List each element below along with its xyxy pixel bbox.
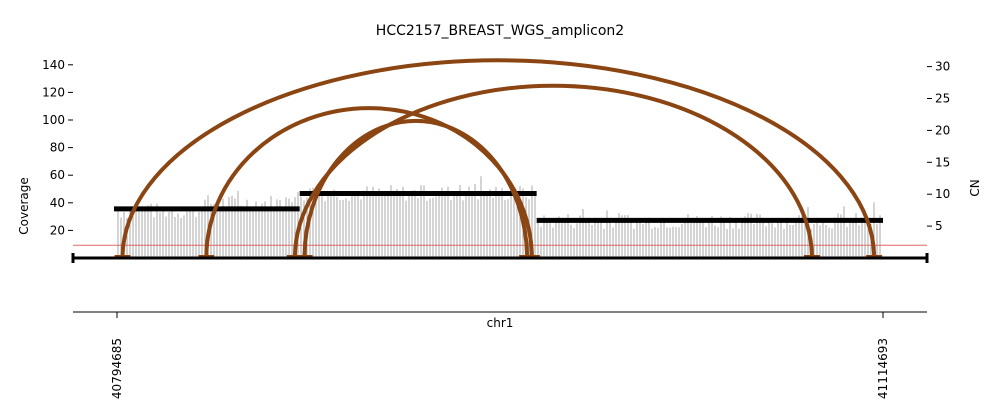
cn-axis-label: CN bbox=[968, 179, 982, 196]
cn-tick-label: 25 bbox=[935, 92, 950, 106]
cn-tick-label: 10 bbox=[935, 187, 950, 201]
coverage-tick-label: 80 bbox=[50, 141, 65, 155]
coverage-tick-label: 140 bbox=[42, 58, 65, 72]
copy-number-segments bbox=[114, 191, 883, 223]
breakpoint-arc bbox=[120, 58, 877, 259]
coverage-axis-ticks: 20 40 60 80 100 120 140 bbox=[42, 58, 73, 237]
cn-tick-label: 15 bbox=[935, 155, 950, 169]
chart-title: HCC2157_BREAST_WGS_amplicon2 bbox=[376, 23, 624, 39]
x-tick-label: 41114693 bbox=[876, 338, 890, 399]
coverage-bars bbox=[117, 176, 881, 258]
breakpoint-arc bbox=[302, 119, 530, 259]
coverage-tick-label: 20 bbox=[50, 223, 65, 237]
coverage-axis-label: Coverage bbox=[17, 177, 31, 235]
breakpoint-arcs bbox=[114, 58, 883, 259]
breakpoint-arc bbox=[204, 106, 534, 259]
coverage-tick-label: 60 bbox=[50, 168, 65, 182]
cn-tick-label: 5 bbox=[935, 219, 943, 233]
cn-tick-label: 20 bbox=[935, 123, 950, 137]
coverage-tick-label: 100 bbox=[42, 113, 65, 127]
x-axis-ticks: 40794685 41114693 bbox=[110, 312, 890, 399]
x-tick-label: 40794685 bbox=[110, 338, 124, 399]
coverage-tick-label: 40 bbox=[50, 196, 65, 210]
x-axis-label: chr1 bbox=[487, 316, 514, 330]
coverage-tick-label: 120 bbox=[42, 85, 65, 99]
cn-tick-label: 30 bbox=[935, 60, 950, 74]
cn-axis-ticks: 5 10 15 20 25 30 bbox=[927, 60, 950, 233]
